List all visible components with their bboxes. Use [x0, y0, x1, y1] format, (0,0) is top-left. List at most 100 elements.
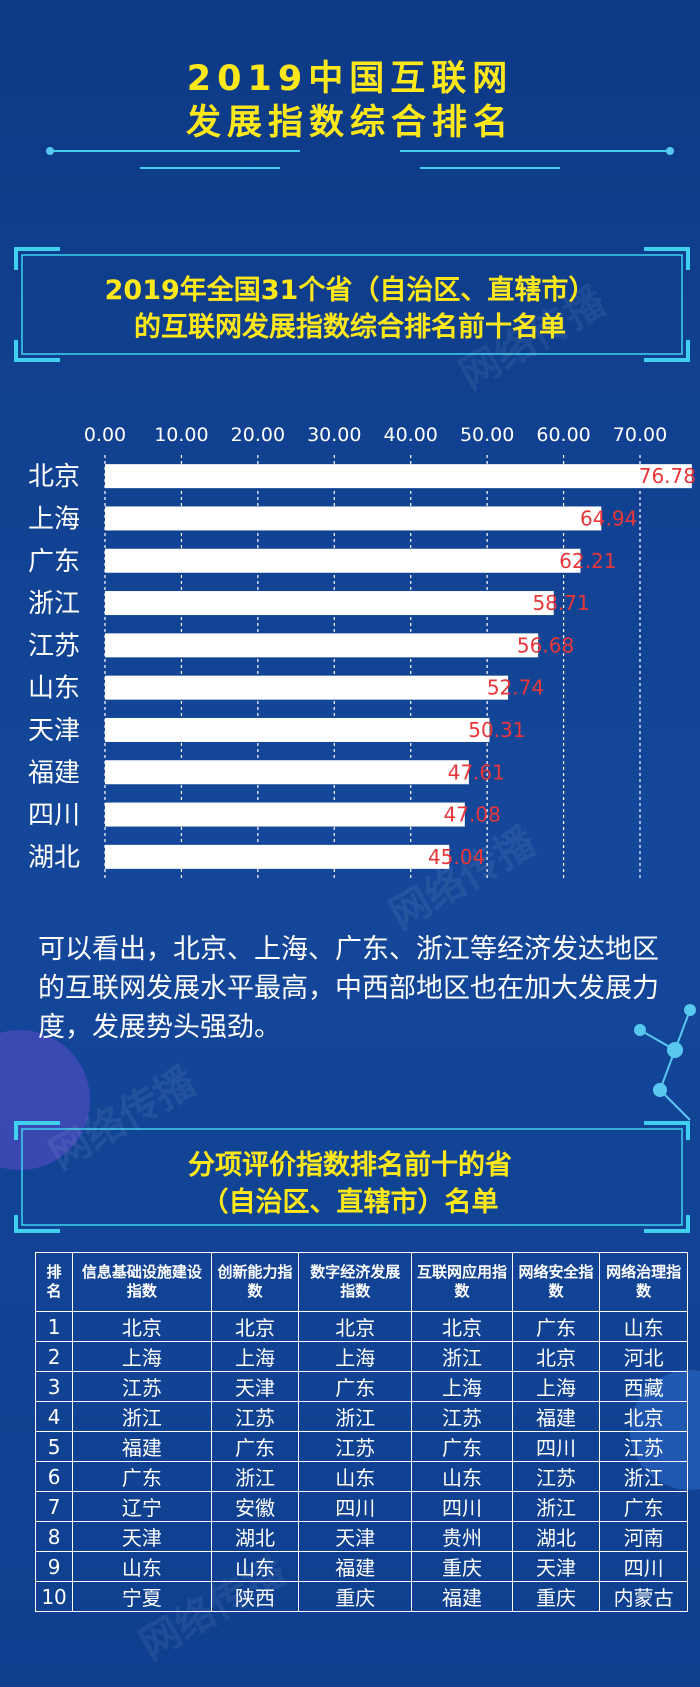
x-tick-label: 30.00 — [307, 424, 361, 446]
bar — [105, 591, 554, 616]
page-title: 发展指数综合排名 — [185, 103, 514, 143]
table-cell: 北京 — [298, 1311, 413, 1342]
table-header: 创新能力指数 — [210, 1252, 300, 1312]
x-tick-label: 50.00 — [460, 424, 514, 446]
table-cell: 天津 — [298, 1521, 413, 1552]
table-row: 8 天津 湖北 天津 贵州 湖北 河南 — [34, 1521, 688, 1552]
table-cell: 四川 — [298, 1491, 413, 1522]
table-cell: 安徽 — [210, 1491, 300, 1522]
bar-chart: 0.00 10.00 20.00 30.00 40.00 50.00 60.00 70.00 北… — [28, 424, 696, 878]
table-cell: 天津 — [72, 1521, 212, 1552]
category-label: 湖北 — [28, 843, 80, 873]
table-row: 4 浙江 江苏 浙江 江苏 福建 北京 — [34, 1401, 688, 1432]
value-label: 47.08 — [444, 803, 501, 827]
table-row: 2 上海 上海 上海 浙江 北京 河北 — [34, 1341, 688, 1372]
value-label: 50.31 — [468, 718, 525, 742]
deco-nodes — [46, 147, 696, 1097]
table-cell: 四川 — [411, 1491, 513, 1522]
table-cell: 西藏 — [599, 1371, 688, 1402]
x-tick-label: 60.00 — [536, 424, 590, 446]
table-row: 7 辽宁 安徽 四川 四川 浙江 广东 — [34, 1491, 688, 1522]
category-label: 北京 — [28, 462, 80, 492]
table-cell: 7 — [34, 1491, 74, 1522]
table-cell: 江苏 — [72, 1371, 212, 1402]
value-label: 64.94 — [580, 506, 637, 530]
table-cell: 浙江 — [72, 1401, 212, 1432]
value-label: 62.21 — [559, 549, 616, 573]
bar — [105, 802, 465, 827]
table-cell: 上海 — [210, 1341, 300, 1372]
category-label: 浙江 — [28, 589, 80, 619]
table-cell: 8 — [34, 1521, 74, 1552]
value-label: 45.04 — [428, 845, 485, 869]
category-label: 福建 — [28, 758, 80, 788]
table-cell: 2 — [34, 1341, 74, 1372]
table-cell: 江苏 — [411, 1401, 513, 1432]
table-row: 9 山东 山东 福建 重庆 天津 四川 — [34, 1551, 688, 1582]
category-label: 江苏 — [28, 631, 80, 661]
x-tick-label: 70.00 — [613, 424, 667, 446]
table-cell: 广东 — [72, 1461, 212, 1492]
section-title: 的互联网发展指数综合排名前十名单 — [134, 312, 566, 343]
decor-lines — [14, 150, 691, 1233]
value-label: 56.68 — [517, 633, 574, 657]
table-cell: 上海 — [298, 1341, 413, 1372]
table-header: 信息基础设施建设指数 — [72, 1252, 212, 1312]
value-label: 52.74 — [487, 676, 544, 700]
x-tick-label: 0.00 — [84, 424, 126, 446]
table-cell: 6 — [34, 1461, 74, 1492]
table-cell: 福建 — [298, 1551, 413, 1582]
bar — [105, 844, 450, 869]
table-cell: 5 — [34, 1431, 74, 1462]
summary-text: 可以看出，北京、上海、广东、浙江等经济发达地区的互联网发展水平最高，中西部地区也… — [38, 934, 659, 1043]
table-cell: 北京 — [511, 1341, 601, 1372]
table-cell: 山东 — [72, 1551, 212, 1582]
table-header: 网络治理指数 — [599, 1252, 688, 1312]
table-cell: 江苏 — [511, 1461, 601, 1492]
table-cell: 4 — [34, 1401, 74, 1432]
table-cell: 山东 — [411, 1461, 513, 1492]
table-cell: 浙江 — [298, 1401, 413, 1432]
table-cell: 重庆 — [511, 1581, 601, 1612]
bar — [105, 717, 490, 742]
table-cell: 四川 — [599, 1551, 688, 1582]
value-label: 58.71 — [532, 591, 589, 615]
table-cell: 重庆 — [298, 1581, 413, 1612]
table-cell: 山东 — [599, 1311, 688, 1342]
table-header: 排名 — [34, 1252, 74, 1312]
bar — [105, 760, 469, 785]
table-header: 数字经济发展指数 — [298, 1252, 413, 1312]
table-cell: 浙江 — [411, 1341, 513, 1372]
bar — [105, 675, 509, 700]
table-cell: 贵州 — [411, 1521, 513, 1552]
table-cell: 上海 — [72, 1341, 212, 1372]
bar — [105, 548, 581, 573]
table-cell: 四川 — [511, 1431, 601, 1462]
category-label: 广东 — [28, 547, 80, 577]
category-label: 上海 — [28, 504, 80, 534]
table-cell: 辽宁 — [72, 1491, 212, 1522]
table-row: 3 江苏 天津 广东 上海 上海 西藏 — [34, 1371, 688, 1402]
table-cell: 重庆 — [411, 1551, 513, 1582]
table-cell: 1 — [34, 1311, 74, 1342]
table-cell: 福建 — [72, 1431, 212, 1462]
table-cell: 10 — [34, 1581, 74, 1612]
table-cell: 广东 — [411, 1431, 513, 1462]
table-cell: 3 — [34, 1371, 74, 1402]
x-tick-label: 40.00 — [384, 424, 438, 446]
table-row: 10 宁夏 陕西 重庆 福建 重庆 内蒙古 — [34, 1581, 688, 1612]
bar — [105, 464, 692, 489]
table-cell: 天津 — [210, 1371, 300, 1402]
table-cell: 天津 — [511, 1551, 601, 1582]
page-title: 2019中国互联网 — [186, 59, 514, 99]
category-label: 天津 — [28, 716, 80, 746]
table-row: 1 北京 北京 北京 北京 广东 山东 — [34, 1311, 688, 1342]
x-tick-label: 20.00 — [231, 424, 285, 446]
table-cell: 浙江 — [511, 1491, 601, 1522]
table-cell: 上海 — [511, 1371, 601, 1402]
table-cell: 江苏 — [298, 1431, 413, 1462]
table-cell: 9 — [34, 1551, 74, 1582]
table-cell: 湖北 — [210, 1521, 300, 1552]
table-cell: 北京 — [72, 1311, 212, 1342]
